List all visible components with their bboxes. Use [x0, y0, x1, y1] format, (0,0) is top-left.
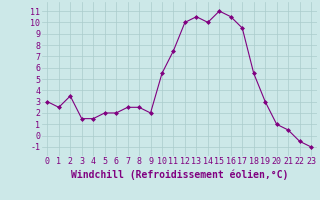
X-axis label: Windchill (Refroidissement éolien,°C): Windchill (Refroidissement éolien,°C): [70, 169, 288, 180]
